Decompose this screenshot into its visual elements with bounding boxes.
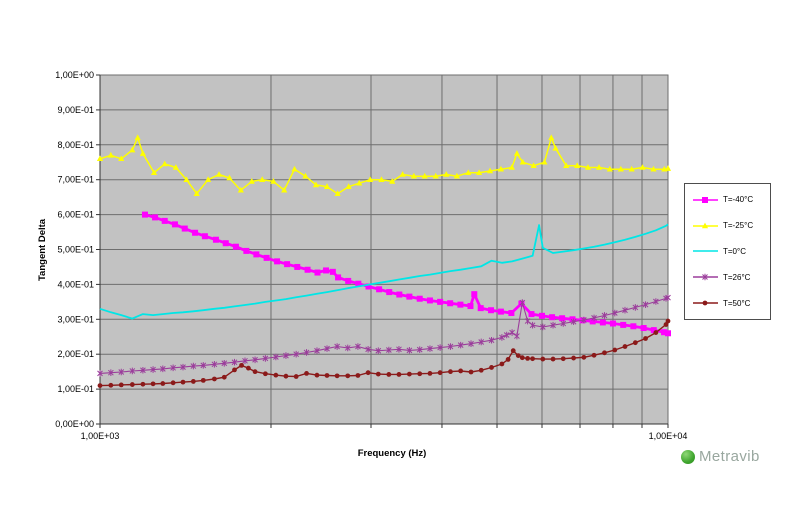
series-1 [96,134,672,196]
y-tick-label: 3,00E-01 [57,314,94,324]
metravib-logo-icon [681,449,695,464]
legend-label: T=0°C [723,246,746,256]
y-tick-label: 6,00E-01 [57,210,94,220]
y-tick-label: 7,00E-01 [57,175,94,185]
x-tick-label: 1,00E+04 [649,431,688,441]
legend-label: T=26°C [723,272,751,282]
legend-marker-icon [693,196,718,203]
y-axis-title: Tangent Delta [37,218,48,281]
y-tick-label: 2,00E-01 [57,349,94,359]
metravib-logo: Metravib [681,448,760,465]
metravib-logo-text: Metravib [699,448,760,465]
legend-marker-icon [693,250,718,253]
legend-label: T=50°C [723,298,751,308]
y-tick-label: 0,00E+00 [55,419,94,429]
legend-item-t-26c: T=26°C [692,272,768,282]
legend-item-t-50c: T=50°C [692,298,768,308]
legend-label: T=-40°C [723,195,754,205]
legend-item-t-0c: T=0°C [692,246,768,256]
series-3 [97,294,671,377]
legend-marker-icon [693,300,718,306]
y-tick-label: 8,00E-01 [57,140,94,150]
plot-area: 0,00E+00 1,00E-01 2,00E-01 3,00E-01 4,00E-01… [55,70,687,441]
series-4 [97,318,671,389]
y-tick-label: 5,00E-01 [57,245,94,255]
series-2 [99,223,669,320]
legend-marker-icon [693,273,718,281]
y-tick-label: 1,00E+00 [55,70,94,80]
x-axis-title: Frequency (Hz) [358,448,427,459]
legend-item-t-minus-25c: T=-25°C [692,221,768,231]
chart-legend: T=-40°C T=-25°C T=0°C T=26°C T=50°C [684,183,771,320]
series-line [99,223,669,320]
y-tick-label: 4,00E-01 [57,279,94,289]
series-line [99,297,669,374]
y-tick-label: 1,00E-01 [57,384,94,394]
legend-marker-icon [693,222,718,228]
x-tick-label: 1,00E+03 [81,431,120,441]
legend-label: T=-25°C [723,221,754,231]
y-tick-label: 9,00E-01 [57,105,94,115]
legend-item-t-minus-40c: T=-40°C [692,195,768,205]
